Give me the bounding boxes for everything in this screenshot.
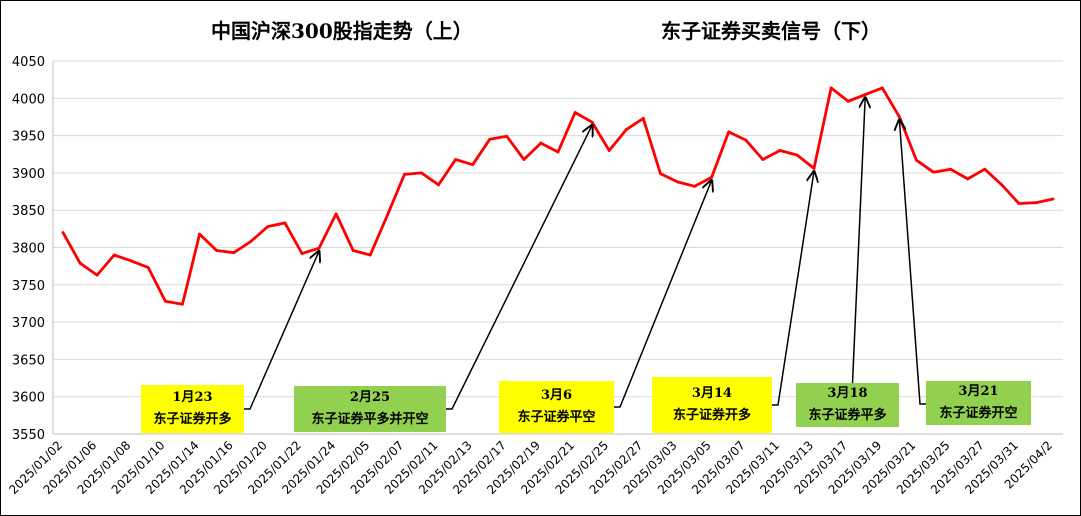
data-point <box>505 134 509 138</box>
data-point <box>795 153 799 157</box>
signal-text: 东子证券平多并开空 <box>311 412 429 427</box>
data-point <box>385 214 389 217</box>
signal-arrow <box>899 120 926 405</box>
signal-date: 3月6 <box>540 388 573 403</box>
data-point <box>556 150 560 154</box>
data-point <box>829 86 833 90</box>
data-point <box>471 163 475 167</box>
data-point <box>198 232 201 236</box>
signal-text: 东子证券平空 <box>517 410 596 425</box>
data-point <box>249 240 253 243</box>
data-point <box>607 149 611 152</box>
chart-title: 中国沪深300股指走势（上） <box>211 19 473 43</box>
y-tick-label: 3900 <box>12 167 45 182</box>
y-tick-label: 4000 <box>12 92 45 107</box>
y-tick-label: 3800 <box>12 242 45 257</box>
data-point <box>539 141 543 145</box>
y-tick-label: 4050 <box>12 55 45 70</box>
y-tick-label: 3700 <box>12 316 45 331</box>
signal-arrow <box>772 171 814 406</box>
signal-text: 东子证券开空 <box>939 406 1018 421</box>
data-point <box>1051 197 1055 201</box>
data-point <box>846 99 850 103</box>
data-point <box>1034 201 1038 205</box>
data-point <box>744 138 748 142</box>
signal-box: 3月18 东子证券平多 <box>796 383 899 427</box>
data-point <box>761 158 765 161</box>
signal-title: 东子证券买卖信号（下） <box>661 19 881 43</box>
data-point <box>368 253 372 257</box>
data-point <box>420 171 423 175</box>
signal-text: 东子证券开多 <box>153 412 232 427</box>
data-point <box>863 93 867 96</box>
data-point <box>897 115 901 119</box>
y-tick-label: 3850 <box>12 204 45 219</box>
data-point <box>164 299 167 303</box>
y-tick-label: 3600 <box>12 391 45 406</box>
data-point <box>215 249 219 252</box>
data-point <box>573 111 577 114</box>
data-point <box>727 130 731 134</box>
data-point <box>641 117 645 120</box>
signal-arrow <box>614 180 712 408</box>
signal-box: 3月6 东子证券平空 <box>499 381 614 433</box>
data-point <box>351 249 355 252</box>
data-point <box>932 170 935 174</box>
signal-arrow <box>446 125 592 410</box>
data-point <box>624 128 628 132</box>
signal-box: 3月14 东子证券开多 <box>652 377 772 433</box>
data-point <box>812 167 816 170</box>
y-tick-label: 3750 <box>12 279 45 294</box>
signal-date: 2月25 <box>349 390 391 405</box>
data-point <box>129 259 133 263</box>
data-point <box>915 158 918 162</box>
data-point <box>317 246 321 250</box>
y-tick-label: 3650 <box>12 353 45 368</box>
signal-text: 东子证券平多 <box>808 408 887 423</box>
signal-date: 1月23 <box>172 390 213 405</box>
data-point <box>95 273 99 277</box>
signal-box: 3月21 东子证券开空 <box>926 381 1031 425</box>
data-point <box>710 175 714 179</box>
data-point <box>112 253 116 257</box>
data-point <box>590 120 594 124</box>
data-point <box>522 158 526 161</box>
data-point <box>454 158 457 161</box>
data-point <box>181 302 184 306</box>
data-point <box>266 225 270 229</box>
signal-arrow <box>244 251 319 410</box>
data-point <box>437 183 440 187</box>
data-point <box>300 252 304 255</box>
data-point <box>966 177 970 181</box>
data-point <box>61 231 65 234</box>
data-point <box>1017 202 1021 205</box>
signal-box: 2月25 东子证券平多并开空 <box>294 386 446 432</box>
data-point <box>983 167 987 171</box>
data-point <box>778 149 782 152</box>
data-point <box>232 251 236 255</box>
data-point <box>659 172 662 176</box>
y-tick-label: 3950 <box>12 130 45 145</box>
signal-arrow <box>851 98 866 384</box>
signal-date: 3月21 <box>958 384 999 399</box>
data-point <box>334 212 338 216</box>
data-point <box>880 86 884 90</box>
data-point <box>146 266 150 270</box>
signal-box: 1月23 东子证券开多 <box>141 385 244 433</box>
signal-text: 东子证券开多 <box>672 408 751 423</box>
data-point <box>488 137 492 141</box>
signal-date: 3月14 <box>691 386 733 401</box>
y-tick-label: 3550 <box>12 428 45 443</box>
data-point <box>283 221 287 225</box>
data-point <box>949 167 952 171</box>
signal-date: 3月18 <box>827 386 868 401</box>
data-point <box>78 261 82 265</box>
data-point <box>402 172 406 176</box>
data-point <box>1000 183 1004 187</box>
data-point <box>693 184 696 188</box>
data-point <box>676 180 679 184</box>
